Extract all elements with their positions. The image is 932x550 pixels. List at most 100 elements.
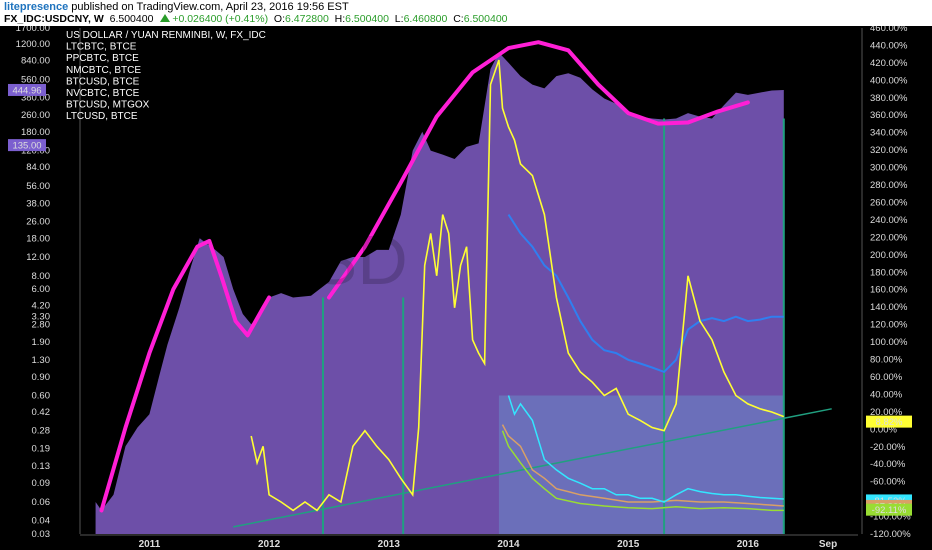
right-tick-label: 20.00% <box>870 407 903 418</box>
left-tick-label: 0.60 <box>32 391 51 402</box>
right-tick-label: 140.00% <box>870 302 908 313</box>
highlight-region <box>498 395 784 534</box>
right-tick-label: 420.00% <box>870 58 908 69</box>
high-label: H: <box>334 13 346 25</box>
right-tick-label: 80.00% <box>870 355 903 366</box>
right-tick-label: 220.00% <box>870 232 908 243</box>
left-price-axis[interactable]: 1700.00 1200.00 840.00 560.00 380.00 260.00 18… <box>8 26 81 540</box>
right-tick-label: 0.00% <box>870 424 897 435</box>
price-flag <box>8 139 46 152</box>
left-tick-label: 0.06 <box>32 497 51 508</box>
right-tick-label: 100.00% <box>870 337 908 348</box>
left-tick-label: 12.00 <box>26 252 50 263</box>
area-layer <box>95 52 785 534</box>
percent-badge <box>866 503 912 516</box>
left-tick-label: 0.19 <box>32 444 51 455</box>
right-tick-label: 260.00% <box>870 197 908 208</box>
right-tick-label: 360.00% <box>870 110 908 121</box>
publish-line: litepresence published on TradingView.co… <box>4 1 349 13</box>
left-tick-label: 84.00 <box>26 162 50 173</box>
left-tick-label: 18.00 <box>26 233 50 244</box>
right-tick-label: 200.00% <box>870 250 908 261</box>
x-tick-label: 2012 <box>258 539 281 550</box>
right-tick-label: -40.00% <box>870 459 906 470</box>
right-tick-label: 280.00% <box>870 180 908 191</box>
price-chart[interactable]: USD 1700.00 1200.00 840.00 560.00 380.00 260.… <box>0 26 932 550</box>
left-tick-label: 0.42 <box>32 407 51 418</box>
left-tick-label: 26.00 <box>26 216 50 227</box>
legend-entry: BTCUSD, BTCE <box>66 76 140 87</box>
symbol-label[interactable]: FX_IDC:USDCNY, W <box>4 13 104 25</box>
series-green <box>501 430 784 512</box>
right-percent-axis[interactable]: 460.00% 440.00% 420.00% 400.00% 380.00% 360.0… <box>861 26 912 540</box>
right-tick-label: 180.00% <box>870 267 908 278</box>
legend-entry: NVCBTC, BTCE <box>66 88 140 99</box>
legend: US DOLLAR / YUAN RENMINBI, W, FX_IDCLTCB… <box>66 30 266 122</box>
legend-entry: PPCBTC, BTCE <box>66 53 139 64</box>
left-tick-label: 180.00 <box>21 127 50 138</box>
legend-entry: NMCBTC, BTCE <box>66 65 141 76</box>
publish-info: published on TradingView.com, April 23, … <box>68 1 349 13</box>
left-tick-label: 840.00 <box>21 56 50 67</box>
left-tick-label: 260.00 <box>21 110 50 121</box>
right-tick-label: -120.00% <box>870 529 911 540</box>
right-tick-label: 320.00% <box>870 145 908 156</box>
low-label: L: <box>394 13 404 25</box>
left-tick-label: 560.00 <box>21 74 50 85</box>
right-tick-label: -100.00% <box>870 512 911 523</box>
left-tick-label: 1.90 <box>32 337 51 348</box>
right-tick-label: 120.00% <box>870 320 908 331</box>
left-tick-label: 0.90 <box>32 372 51 383</box>
left-tick-label: 0.13 <box>32 461 51 472</box>
author-link[interactable]: litepresence <box>4 1 69 13</box>
x-tick-label: 2014 <box>497 539 520 550</box>
left-tick-label: 6.00 <box>32 284 51 295</box>
up-triangle-icon <box>160 14 171 22</box>
right-tick-label: 60.00% <box>870 372 903 383</box>
left-tick-label: 4.20 <box>32 301 51 312</box>
percent-badge-label: -92.11% <box>872 505 907 516</box>
price-flag-label: 135.00 <box>12 141 41 152</box>
left-tick-label: 380.00 <box>21 92 50 103</box>
price-flag-label: 444.96 <box>12 85 41 96</box>
open-label: O: <box>273 13 286 25</box>
right-tick-label: -20.00% <box>870 442 906 453</box>
series-yellow <box>250 59 785 512</box>
percent-badge-label: 8.82% <box>876 417 903 428</box>
left-tick-label: 0.09 <box>32 478 51 489</box>
right-tick-label: 380.00% <box>870 93 908 104</box>
percent-badge <box>866 415 912 428</box>
price-change: +0.026400 (+0.41%) <box>172 13 269 25</box>
right-tick-label: 40.00% <box>870 389 903 400</box>
right-tick-label: -60.00% <box>870 477 906 488</box>
time-axis[interactable]: 2011 2012 2013 2014 2015 2016 Sep <box>80 534 858 550</box>
legend-entry: LTCUSD, BTCE <box>66 111 138 122</box>
series-cyan <box>507 395 784 503</box>
x-tick-label: 2011 <box>139 539 161 550</box>
right-tick-label: 240.00% <box>870 215 908 226</box>
price-flag <box>8 83 46 96</box>
chart-header: litepresence published on TradingView.co… <box>0 0 932 26</box>
left-tick-label: 1.30 <box>32 355 51 366</box>
open-value: 6.472800 <box>285 13 329 25</box>
left-tick-label: 3.30 <box>32 312 51 323</box>
series-layer <box>99 40 832 528</box>
right-tick-label: 300.00% <box>870 163 908 174</box>
x-tick-label: 2013 <box>378 539 401 550</box>
symbol-watermark: USD <box>260 221 408 299</box>
left-tick-label: 56.00 <box>26 181 50 192</box>
left-tick-label: 38.00 <box>26 199 50 210</box>
left-tick-label: 0.28 <box>32 426 51 437</box>
left-tick-label: 1200.00 <box>16 39 50 50</box>
ohlc-line: FX_IDC:USDCNY, W 6.500400 +0.026400 (+0.… <box>4 13 508 25</box>
x-tick-label: 2016 <box>737 539 760 550</box>
x-tick-label: Sep <box>819 539 837 550</box>
close-label: C: <box>453 13 464 25</box>
right-tick-label: 340.00% <box>870 128 908 139</box>
low-value: 6.460800 <box>403 13 448 25</box>
left-tick-label: 0.03 <box>32 529 51 540</box>
close-value: 6.500400 <box>463 13 508 25</box>
high-value: 6.500400 <box>345 13 389 25</box>
legend-entry: US DOLLAR / YUAN RENMINBI, W, FX_IDC <box>66 30 266 41</box>
right-tick-label: 460.00% <box>870 26 908 34</box>
